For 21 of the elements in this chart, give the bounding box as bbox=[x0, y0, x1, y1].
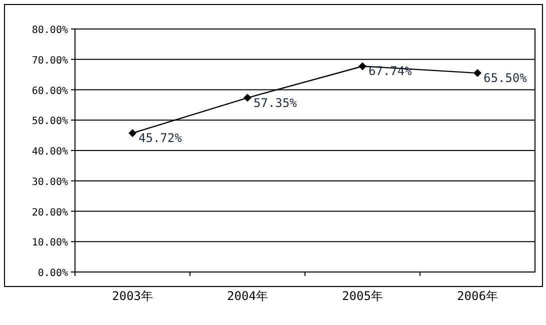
y-tick-label: 10.00% bbox=[32, 238, 68, 249]
data-label: 57.35% bbox=[254, 96, 298, 110]
x-tick-label: 2004年 bbox=[227, 289, 268, 303]
data-label: 45.72% bbox=[138, 131, 183, 146]
point bbox=[128, 129, 136, 138]
y-tick-label: 20.00% bbox=[32, 207, 68, 218]
x-tick-label: 2005年 bbox=[342, 289, 383, 303]
point bbox=[358, 62, 366, 70]
y-tick-label: 0.00% bbox=[38, 268, 68, 279]
point bbox=[244, 94, 252, 102]
y-tick-label: 50.00% bbox=[32, 116, 68, 128]
y-tick-label: 70.00% bbox=[32, 55, 68, 66]
data-label: 67.74% bbox=[368, 64, 413, 78]
y-tick-label: 40.00% bbox=[32, 146, 68, 158]
x-tick-label: 2003年 bbox=[112, 289, 153, 303]
y-tick-label: 60.00% bbox=[32, 86, 68, 97]
y-tick-label: 30.00% bbox=[32, 176, 68, 188]
y-tick-label: 80.00% bbox=[32, 25, 68, 36]
point bbox=[474, 69, 482, 78]
x-tick-label: 2006年 bbox=[457, 289, 498, 303]
data-label: 65.50% bbox=[484, 71, 528, 86]
